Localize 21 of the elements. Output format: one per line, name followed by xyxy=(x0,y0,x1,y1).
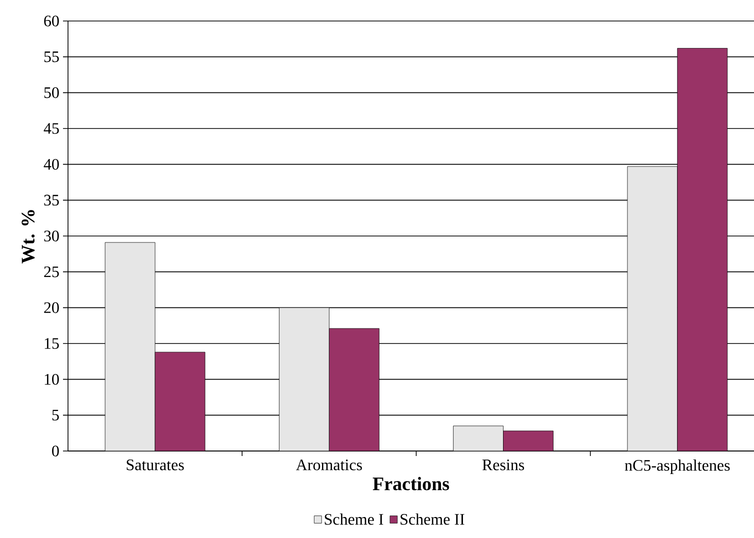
legend-label: Scheme II xyxy=(400,514,464,525)
x-tick-label: Saturates xyxy=(126,460,184,470)
y-tick-label: 10 xyxy=(44,374,59,385)
y-tick-label: 45 xyxy=(44,123,59,134)
x-tick-label: Aromatics xyxy=(296,460,362,470)
y-tick-label: 55 xyxy=(44,52,59,62)
y-tick-label: 15 xyxy=(44,338,59,349)
x-axis-title: Fractions xyxy=(372,476,450,490)
x-tick-label: Resins xyxy=(482,460,524,470)
x-tick-label: nC5-asphaltenes xyxy=(624,460,730,474)
y-tick-label: 20 xyxy=(44,302,59,314)
y-tick-label: 30 xyxy=(44,230,59,242)
y-tick-label: 50 xyxy=(44,87,59,98)
y-tick-label: 5 xyxy=(52,410,59,420)
y-axis-title: Wt. % xyxy=(22,210,35,264)
y-tick-label: 35 xyxy=(44,194,59,206)
y-tick-label: 25 xyxy=(44,266,59,278)
y-tick-label: 40 xyxy=(44,158,59,170)
y-tick-label: 0 xyxy=(52,446,59,456)
y-tick-label: 60 xyxy=(44,16,59,26)
legend-label: Scheme I xyxy=(324,514,384,525)
